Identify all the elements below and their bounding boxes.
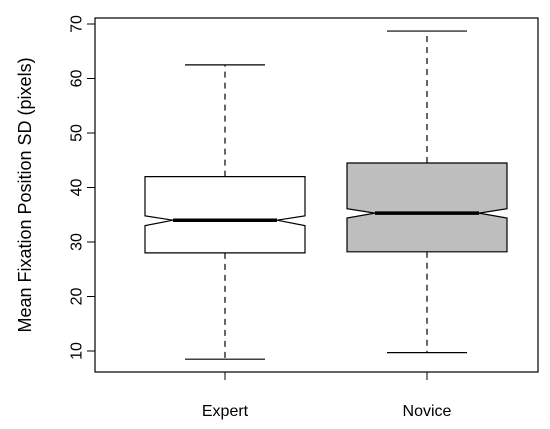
- notched-box: [346, 162, 508, 253]
- boxes: [144, 30, 508, 360]
- y-tick-label: 10: [69, 342, 86, 360]
- x-tick-label: Novice: [403, 403, 452, 420]
- y-tick-label: 20: [69, 288, 86, 306]
- y-tick-label: 70: [69, 15, 86, 33]
- x-axis: Expert Novice: [202, 372, 452, 420]
- y-tick-label: 30: [69, 233, 86, 251]
- x-tick-label: Expert: [202, 403, 249, 420]
- box-expert: [144, 64, 306, 360]
- y-tick-label: 60: [69, 70, 86, 88]
- box-novice: [346, 30, 508, 354]
- y-tick-label: 50: [69, 124, 86, 142]
- y-tick-label: 40: [69, 179, 86, 197]
- y-axis-title: Mean Fixation Position SD (pixels): [15, 57, 35, 332]
- notched-box: [144, 176, 306, 254]
- y-axis: 10 20 30 40 50 60 70: [69, 15, 96, 360]
